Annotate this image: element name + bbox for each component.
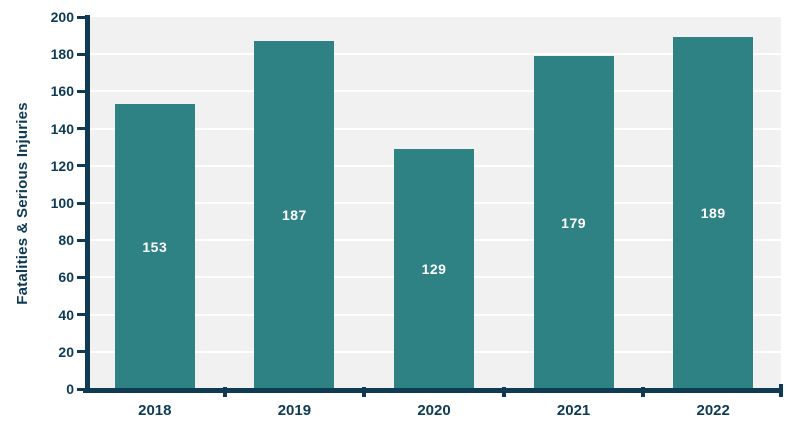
y-axis-tick-label-160: 160	[50, 83, 74, 100]
x-axis-tick-1	[222, 387, 227, 397]
y-axis-tick-140	[77, 127, 85, 131]
x-axis-tick-3	[501, 387, 506, 397]
y-axis-tick-label-40: 40	[58, 306, 74, 323]
y-axis-tick-200	[77, 15, 85, 19]
x-axis-end-tick	[779, 384, 783, 397]
y-axis-tick-label-200: 200	[50, 9, 74, 25]
y-axis-tick-120	[77, 164, 85, 168]
y-axis-tick-40	[77, 313, 85, 317]
y-axis-tick-label-140: 140	[50, 120, 74, 137]
bar-value-label-2020: 129	[421, 261, 447, 278]
y-axis-tick-0	[77, 387, 85, 391]
y-axis-tick-label-0: 0	[66, 381, 74, 397]
bar-value-label-2022: 189	[700, 205, 726, 222]
gridline-180	[90, 53, 781, 56]
bar-2018	[114, 104, 195, 389]
y-axis-line	[85, 15, 90, 393]
y-axis-tick-180	[77, 52, 85, 56]
bar-2022	[673, 37, 754, 389]
bar-2020	[394, 149, 474, 389]
bar-value-label-2018: 153	[142, 238, 168, 255]
y-axis-tick-label-80: 80	[58, 232, 74, 249]
x-axis-label-2019: 2019	[277, 402, 312, 419]
x-axis-label-2022: 2022	[696, 402, 730, 419]
y-axis-tick-label-120: 120	[50, 157, 74, 174]
bar-2021	[533, 56, 614, 389]
gridline-140	[90, 127, 781, 130]
y-axis-tick-160	[77, 89, 85, 93]
y-axis-tick-label-60: 60	[58, 269, 74, 286]
bar-value-label-2021: 179	[561, 214, 587, 231]
x-axis-label-2021: 2021	[556, 402, 591, 419]
y-axis-tick-80	[77, 238, 85, 242]
y-axis-tick-60	[77, 275, 85, 279]
x-axis-label-2018: 2018	[138, 402, 172, 419]
y-axis-tick-100	[77, 201, 85, 205]
bar-value-label-2019: 187	[281, 207, 307, 224]
y-axis-tick-label-180: 180	[50, 46, 74, 63]
x-axis-label-2020: 2020	[417, 402, 451, 419]
y-axis-tick-label-100: 100	[50, 195, 74, 211]
gridline-160	[90, 90, 781, 93]
x-axis-tick-4	[641, 387, 646, 397]
y-axis-tick-20	[77, 350, 85, 354]
x-axis-tick-2	[362, 387, 367, 397]
y-axis-tick-label-20: 20	[58, 343, 74, 360]
bar-2019	[254, 41, 335, 389]
x-axis-line	[83, 388, 783, 393]
